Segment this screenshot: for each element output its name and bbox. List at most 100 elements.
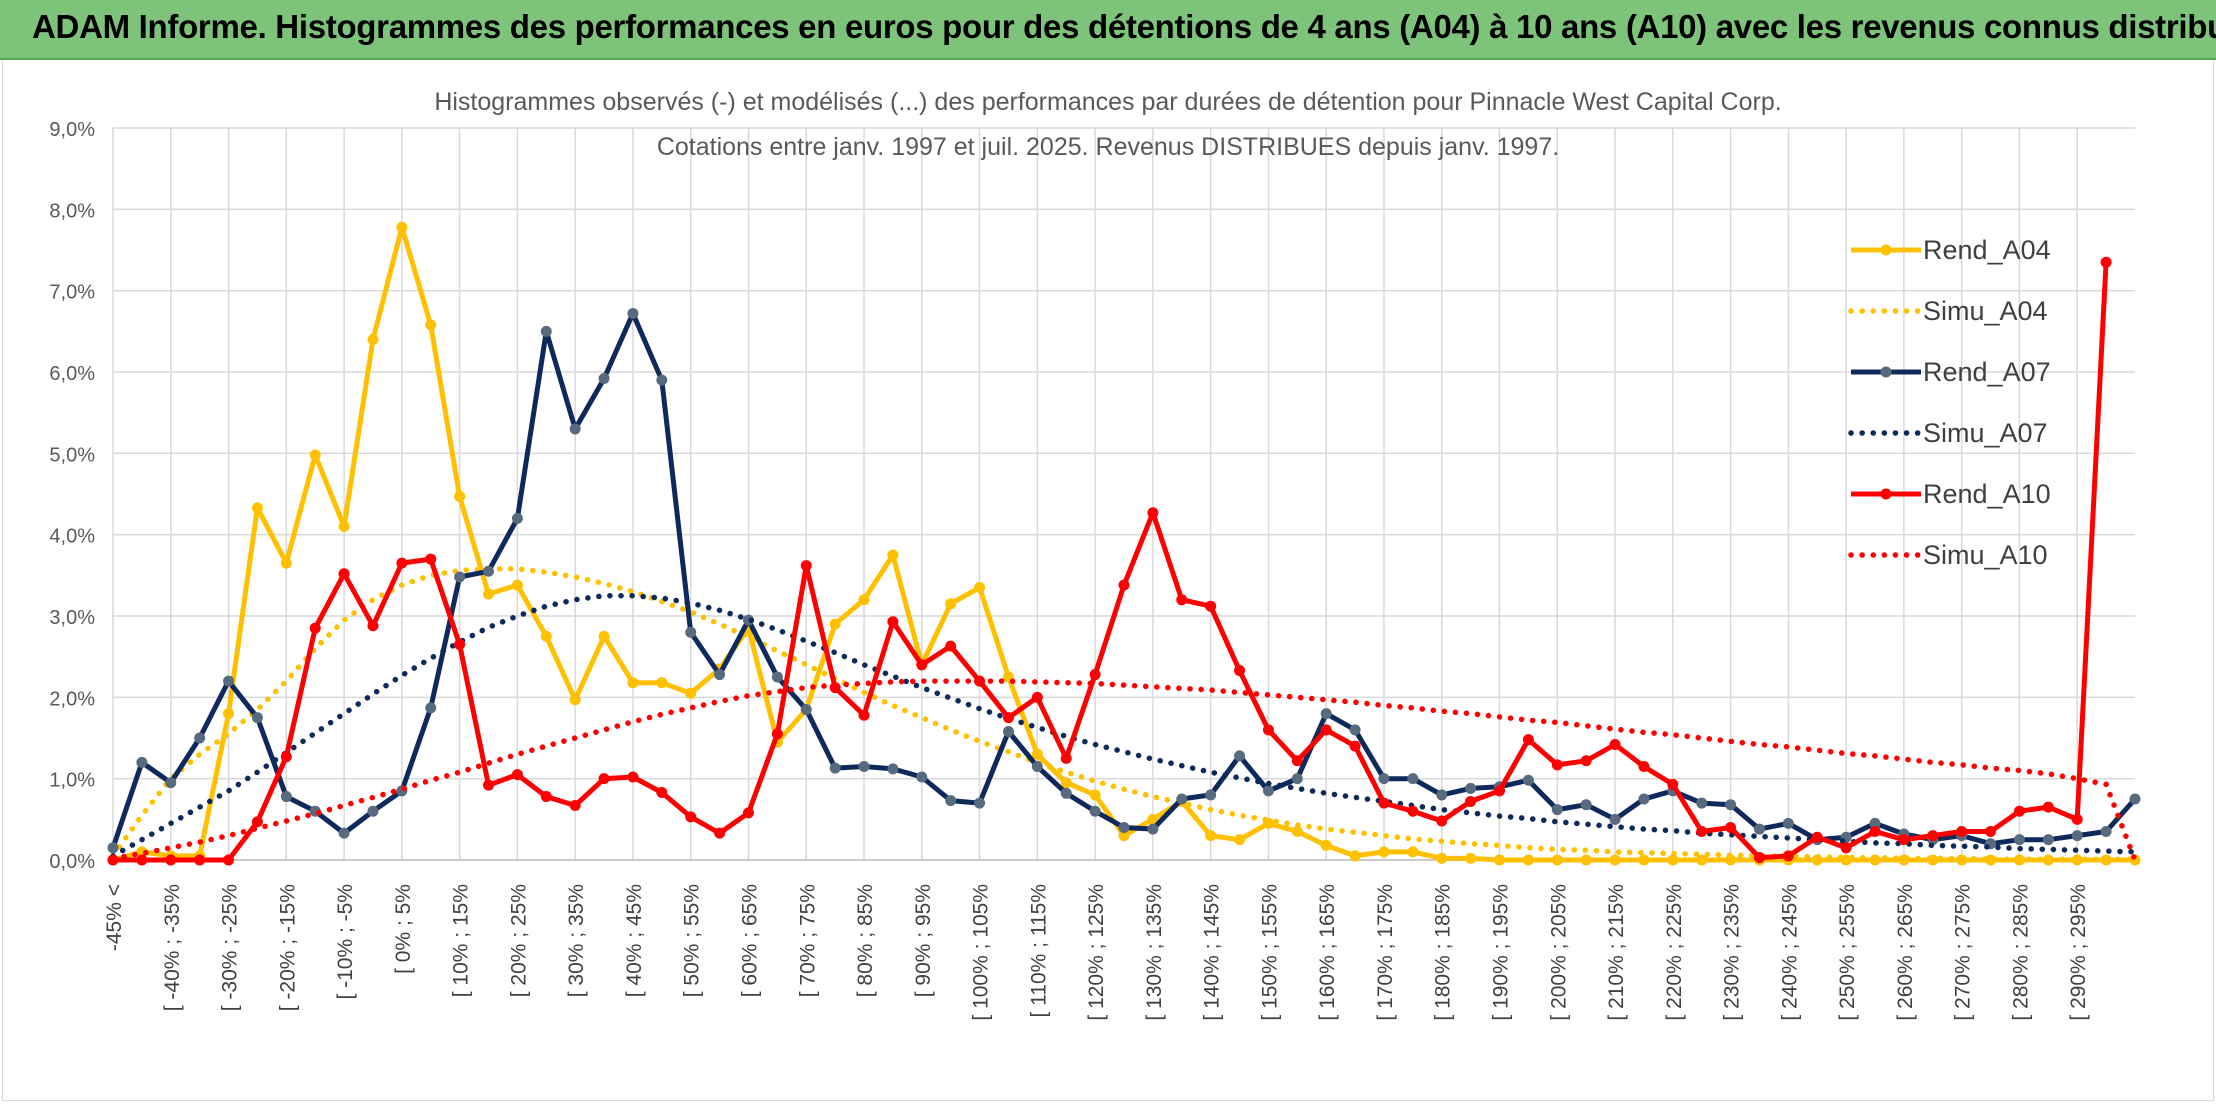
rend-a10-point (338, 568, 350, 580)
x-tick-label: [ -20% ; -15% (276, 884, 299, 1011)
rend-a10-point (2071, 813, 2083, 825)
axis-layer: 0,0% 1,0% 2,0% 3,0% 4,0% 5,0% 6,0% 7,0% 8,0% 9,0%… (49, 119, 2135, 1021)
rend-a07-point (916, 771, 928, 783)
rend-a10-point (1320, 724, 1332, 736)
y-tick-label: 4,0% (49, 526, 95, 548)
rend-a04-point (945, 598, 957, 610)
x-tick-label: [ 180% ; 185% (1432, 884, 1455, 1021)
rend-a04-point (1580, 854, 1592, 866)
rend-a04-point (1436, 852, 1448, 864)
rend-a04-point (627, 677, 639, 689)
rend-a04-point (569, 694, 581, 706)
x-tick-label: [ 150% ; 155% (1258, 884, 1281, 1021)
rend-a10-point (1840, 842, 1852, 854)
rend-a10-point (511, 769, 523, 781)
rend-a07-point (1147, 823, 1159, 835)
rend-a10-point (1378, 797, 1390, 809)
rend-a10-point (165, 854, 177, 866)
rend-a10-point (1176, 594, 1188, 606)
rend-a07-point (425, 702, 437, 714)
y-tick-label: 9,0% (49, 119, 95, 141)
rend-a10-point (194, 854, 206, 866)
y-tick-label: 1,0% (49, 770, 95, 792)
x-tick-label: [ 190% ; 195% (1490, 884, 1513, 1021)
rend-a10-point (136, 854, 148, 866)
rend-a07-point (540, 325, 552, 337)
rend-a10-point (714, 827, 726, 839)
rend-a04-point (1291, 826, 1303, 838)
rend-a10-series-line (113, 262, 2109, 863)
rend-a10-point (685, 811, 697, 823)
x-tick-label: [ 200% ; 205% (1547, 884, 1570, 1021)
rend-a10-point (1407, 805, 1419, 817)
rend-a07-point (2129, 793, 2141, 805)
rend-a07-point (1089, 805, 1101, 817)
rend-a07-point (1782, 817, 1794, 829)
rend-a04-point (1234, 834, 1246, 846)
rend-a07-point (974, 797, 986, 809)
rend-a10-point (367, 620, 379, 632)
x-tick-label: [ 270% ; 275% (1952, 884, 1975, 1021)
rend-a07-point (1002, 725, 1014, 737)
rend-a04-point (598, 630, 610, 642)
rend-a04-point (1147, 813, 1159, 825)
rend-a10-point (858, 709, 870, 721)
rend-a07-point (1349, 724, 1361, 736)
rend-a07-point (1262, 785, 1274, 797)
rend-a07-legend-label: Rend_A07 (1923, 357, 2051, 387)
x-tick-label: [ 280% ; 285% (2009, 884, 2032, 1021)
x-tick-label: [ 100% ; 105% (970, 884, 993, 1021)
x-tick-label: [ 260% ; 265% (1894, 884, 1917, 1021)
rend-a07-point (194, 732, 206, 744)
rend-a10-point (1349, 740, 1361, 752)
rend-a10-point (2100, 256, 2112, 268)
rend-a04-point (1031, 748, 1043, 760)
rend-a07-point (858, 760, 870, 772)
rend-a07-point (829, 762, 841, 774)
y-tick-label: 5,0% (49, 444, 95, 466)
rend-a07-point (1638, 793, 1650, 805)
rend-a10-point (1002, 712, 1014, 724)
x-tick-label: [ 250% ; 255% (1836, 884, 1859, 1021)
rend-a07-point (1320, 708, 1332, 720)
simu-a10-series-line (110, 678, 2138, 863)
rend-a10-point (1898, 834, 1910, 846)
rend-a10-point (251, 816, 263, 828)
rend-a10-point (1465, 795, 1477, 807)
rend-a10-point (1609, 739, 1621, 751)
x-tick-label: [ 210% ; 215% (1605, 884, 1628, 1021)
series-layer (107, 221, 2141, 866)
chart-area: 0,0% 1,0% 2,0% 3,0% 4,0% 5,0% 6,0% 7,0% 8,0% 9,0%… (2, 60, 2214, 1101)
rend-a07-point (1234, 750, 1246, 762)
rend-a07-point (771, 671, 783, 683)
rend-a10-point (396, 557, 408, 569)
rend-a07-point (1465, 782, 1477, 794)
rend-a07-point (1753, 823, 1765, 835)
rend-a07-point (800, 704, 812, 716)
x-tick-label: [ 230% ; 235% (1721, 884, 1744, 1021)
rend-a10-point (454, 638, 466, 650)
rend-a10-point (1956, 826, 1968, 838)
rend-a07-point (367, 805, 379, 817)
rend-a10-point (1522, 734, 1534, 746)
x-tick-label: [ -40% ; -35% (161, 884, 184, 1011)
rend-a10-point (1118, 579, 1130, 591)
rend-a07-point (1551, 804, 1563, 816)
rend-a04-point (1696, 854, 1708, 866)
rend-a10-point (1060, 752, 1072, 764)
rend-a04-point (685, 687, 697, 699)
simu-a04-legend-label: Simu_A04 (1923, 296, 2048, 326)
rend-a07-point (165, 777, 177, 789)
rend-a07-point (454, 571, 466, 583)
rend-a04-point (396, 221, 408, 233)
rend-a10-point (627, 771, 639, 783)
y-tick-label: 6,0% (49, 363, 95, 385)
rend-a10-point (916, 659, 928, 671)
rend-a10-point (771, 728, 783, 740)
rend-a10-point (1753, 852, 1765, 864)
rend-a04-point (1609, 854, 1621, 866)
rend-a07-point (107, 842, 119, 854)
x-tick-label: [ 220% ; 225% (1663, 884, 1686, 1021)
x-tick-label: [ 140% ; 145% (1201, 884, 1224, 1021)
